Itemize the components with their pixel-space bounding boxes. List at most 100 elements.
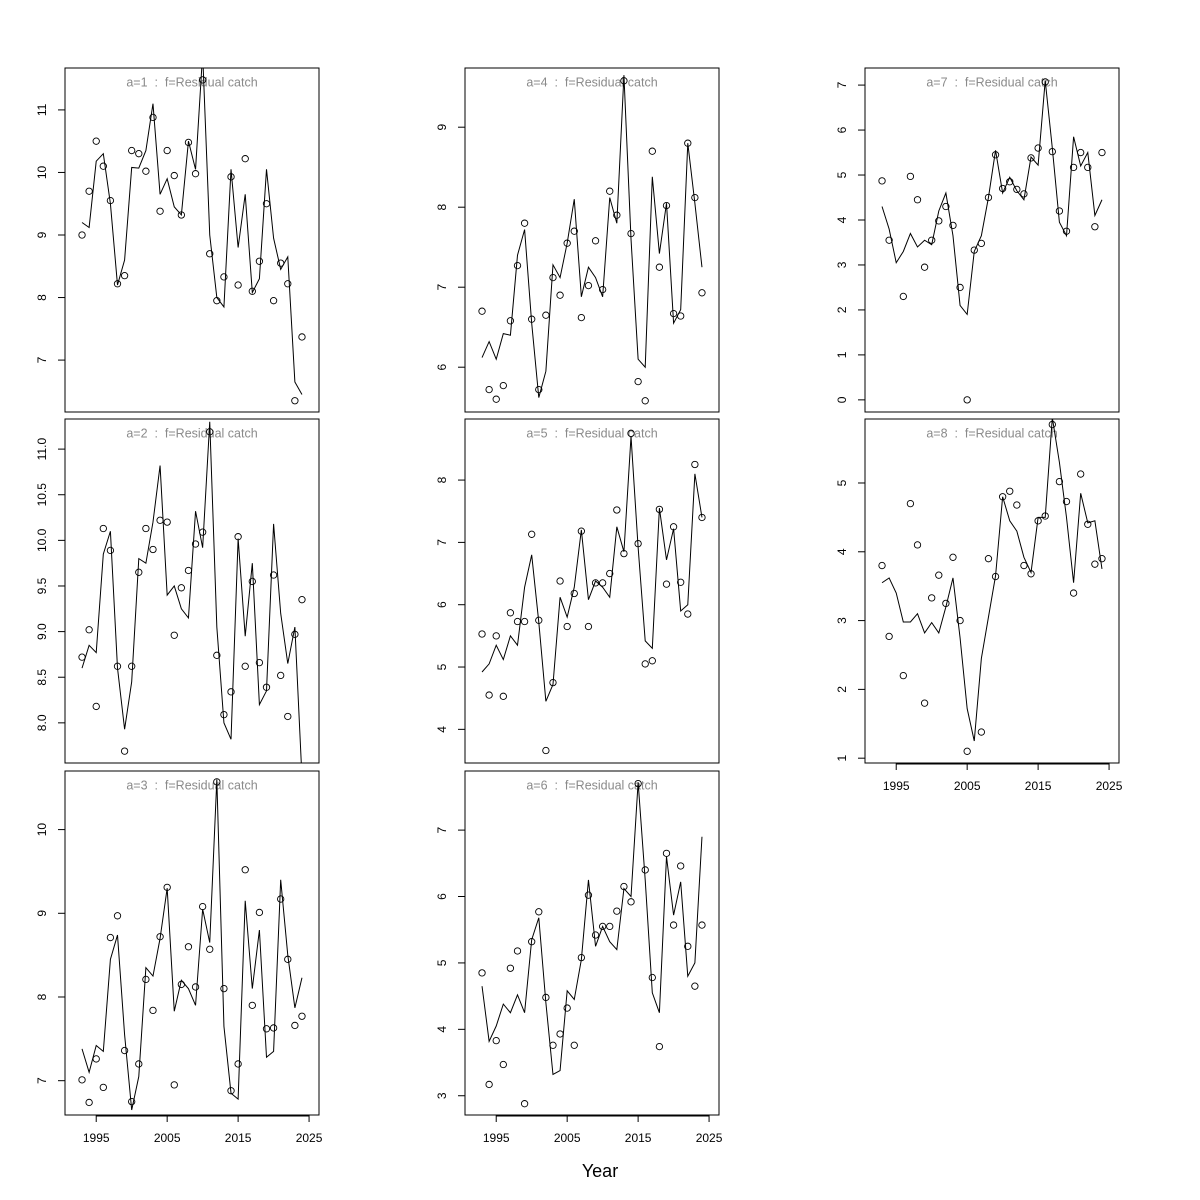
observed-point [156,207,164,215]
observed-point [1027,154,1035,162]
observed-point [248,577,256,586]
observed-point [949,221,957,230]
observed-point [1077,470,1085,478]
observed-point [634,377,642,386]
observed-point [677,862,685,870]
observed-point [99,524,107,533]
observed-point [85,187,93,195]
observed-point [563,239,571,247]
observed-point [556,1030,564,1038]
x-tick-label: 2015 [1025,779,1052,793]
observed-point [878,561,886,570]
y-tick-label: 7 [435,826,449,833]
observed-point [878,177,886,185]
observed-point [1069,163,1078,172]
plot-frame [64,418,320,764]
y-tick-label: 8 [435,476,449,483]
observed-point [591,931,600,939]
y-tick-label: 9.5 [35,577,49,594]
observed-point [177,584,186,592]
observed-point [120,1046,129,1055]
y-tick-label: 6 [435,893,449,900]
x-tick-label: 1995 [883,779,910,793]
observed-point [135,150,143,158]
observed-point [906,172,915,181]
y-tick-label: 6 [835,126,849,133]
observed-point [499,381,507,390]
y-tick-label: 8.5 [35,669,49,686]
observed-point [85,1098,93,1107]
observed-point [106,933,115,942]
observed-point [520,219,529,227]
observed-point [262,1025,271,1033]
observed-point [241,155,249,163]
observed-point [206,250,214,258]
observed-point [248,1001,256,1010]
observed-point [255,908,264,917]
observed-point [120,747,129,755]
observed-point [120,272,129,280]
observed-point [1098,148,1106,157]
observed-point [485,691,493,699]
observed-point [269,1024,278,1032]
observed-point [191,540,200,548]
plot-area [878,78,1106,404]
observed-point [584,622,593,631]
fitted-line [481,782,703,1076]
observed-point [298,596,306,604]
y-tick-label: 9.0 [35,623,49,640]
observed-point [956,616,964,625]
y-tick-label: 9 [35,231,49,238]
observed-point [598,579,607,587]
observed-point [85,626,93,634]
panel-title: a=7 : f=Residual catch [926,75,1057,89]
y-tick-label: 5 [435,959,449,966]
x-tick-label: 2015 [225,1131,252,1145]
y-tick-label: 2 [835,306,849,313]
observed-point [1055,477,1064,486]
panel-title: a=6 : f=Residual catch [526,778,657,792]
observed-point [92,702,100,711]
observed-point [506,317,515,325]
observed-point [227,688,235,696]
observed-point [684,610,692,618]
plot-area [78,778,306,1111]
observed-point [492,1036,500,1045]
plot-area [478,429,706,755]
observed-point [1013,185,1021,194]
observed-point [478,630,486,638]
observed-point [513,947,522,955]
x-tick-label: 1995 [83,1131,110,1145]
observed-point [234,281,242,289]
observed-point [606,922,614,931]
y-tick-label: 3 [835,261,849,268]
y-tick-label: 5 [435,663,449,670]
observed-point [241,866,249,874]
observed-point [284,280,292,288]
y-tick-label: 8 [35,993,49,1000]
x-axis-label: Year [582,1161,618,1181]
observed-point [92,137,100,145]
observed-point [606,187,614,195]
x-tick-label: 2015 [625,1131,652,1145]
observed-point [142,975,150,984]
y-tick-label: 7 [435,284,449,291]
observed-point [478,307,486,315]
observed-point [506,609,515,617]
panel-title: a=4 : f=Residual catch [526,75,657,89]
x-tick-label: 1995 [483,1131,510,1145]
plot-area [478,779,706,1108]
observed-point [1034,144,1042,152]
observed-point [920,263,929,271]
x-tick-label: 2025 [296,1131,323,1145]
y-tick-label: 10 [35,165,49,179]
observed-point [584,281,593,290]
observed-point [641,866,649,874]
fitted-line [81,68,303,395]
y-tick-label: 9 [35,910,49,917]
observed-point [220,273,228,281]
panel-title: a=2 : f=Residual catch [126,426,257,440]
fitted-line [81,779,303,1111]
observed-point [641,397,649,405]
observed-point [1084,163,1092,172]
